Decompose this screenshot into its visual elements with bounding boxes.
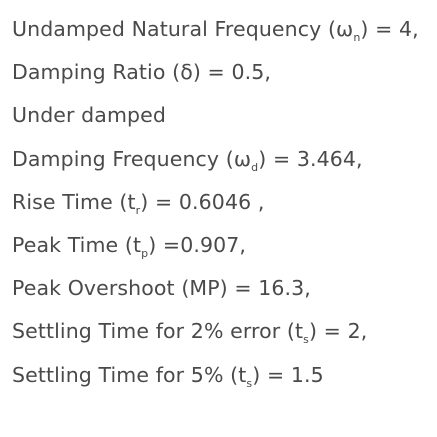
settling-time-5pct-value: ) = 1.5 <box>252 362 324 387</box>
damping-frequency-label: Damping Frequency ( <box>12 146 234 171</box>
settling-time-5pct-subscript: s <box>246 376 253 390</box>
peak-time-value: ) =0.907, <box>148 232 247 257</box>
settling-time-5pct-line: Settling Time for 5% (ts) = 1.5 <box>12 354 437 397</box>
peak-overshoot-line: Peak Overshoot (MP) = 16.3, <box>12 276 311 301</box>
natural-frequency-line: Undamped Natural Frequency (ωn) = 4, <box>12 8 437 51</box>
rise-time-label: Rise Time (t <box>12 189 136 214</box>
rise-time-subscript: r <box>135 203 141 217</box>
omega-symbol: ω <box>233 146 252 171</box>
damping-frequency-subscript: d <box>251 160 259 174</box>
natural-frequency-label: Undamped Natural Frequency ( <box>12 17 337 41</box>
settling-time-2pct-subscript: s <box>303 333 309 347</box>
settling-time-2pct-line: Settling Time for 2% error (ts) = 2, <box>12 310 437 353</box>
settling-time-5pct-label: Settling Time for 5% (t <box>12 362 247 387</box>
damping-frequency-line: Damping Frequency (ωd) = 3.464, <box>12 138 437 181</box>
settling-time-2pct-value: ) = 2, <box>308 319 368 344</box>
damping-ratio-line: Damping Ratio (δ) = 0.5, <box>12 60 271 85</box>
rise-time-value: ) = 0.6046 , <box>140 189 265 214</box>
damping-frequency-value: ) = 3.464, <box>258 146 363 171</box>
peak-time-subscript: p <box>141 246 149 260</box>
peak-time-line: Peak Time (tp) =0.907, <box>12 224 437 267</box>
peak-time-label: Peak Time (t <box>12 232 142 257</box>
settling-time-2pct-label: Settling Time for 2% error (t <box>12 319 304 344</box>
rise-time-line: Rise Time (tr) = 0.6046 , <box>12 181 437 224</box>
omega-symbol: ω <box>336 17 354 41</box>
natural-frequency-value: ) = 4, <box>360 17 419 41</box>
damping-type-line: Under damped <box>12 103 166 128</box>
natural-frequency-subscript: n <box>353 31 361 44</box>
